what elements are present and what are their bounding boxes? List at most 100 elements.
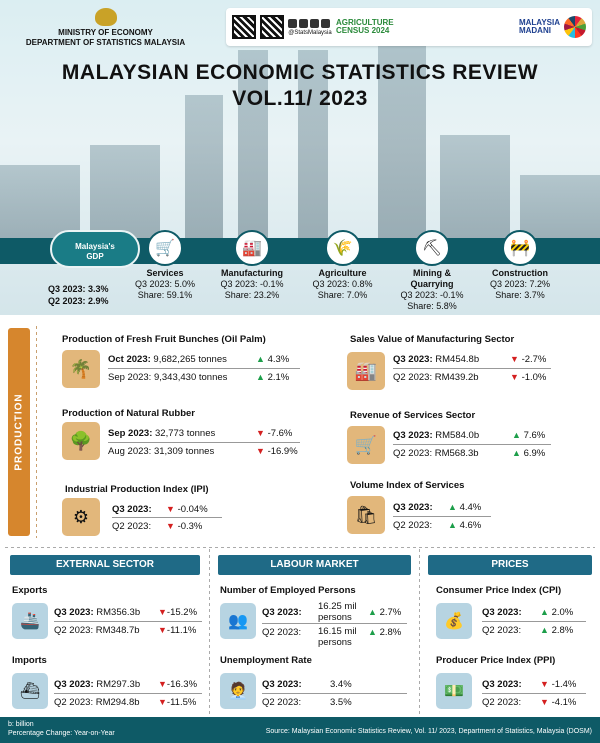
qr-code-icon[interactable] <box>260 15 284 39</box>
export-ship-icon: 🚢 <box>12 603 48 639</box>
services-row-1: Q3 2023: RM584.0b <box>393 430 480 441</box>
trolley-icon: 🛍 <box>347 496 385 534</box>
employed-row-2-label: Q2 2023: <box>262 627 302 638</box>
cpi-change-2: ▲ 2.8% <box>540 625 574 636</box>
services-row-2: Q2 2023: RM568.3b <box>393 448 479 459</box>
rubber-change-2: ▼ -16.9% <box>256 446 298 457</box>
ipi-row-1: Q3 2023: <box>112 504 152 515</box>
imports-title: Imports <box>12 655 47 666</box>
row-divider <box>262 623 407 624</box>
malaysia-madani-logo: MALAYSIA MADANI <box>518 18 560 35</box>
volume-row-2: Q2 2023: <box>393 520 433 531</box>
import-ship-icon: ⛴ <box>12 673 48 709</box>
exports-change-1: ▼-15.2% <box>158 607 198 618</box>
cpi-row-2: Q2 2023: <box>482 625 522 636</box>
logo-bar: @StatsMalaysia AGRICULTURE CENSUS 2024 M… <box>226 8 592 46</box>
employed-change-1: ▲ 2.7% <box>368 607 402 618</box>
x-icon[interactable] <box>310 18 319 28</box>
row-divider <box>108 368 300 369</box>
row-divider <box>482 693 586 694</box>
palm-tree-icon: 🌴 <box>62 350 100 388</box>
imports-row-2: Q2 2023: RM294.8b <box>54 697 140 708</box>
rubber-row-1: Sep 2023: 32,773 tonnes <box>108 428 216 439</box>
exports-title: Exports <box>12 585 48 596</box>
indicator-columns: EXTERNAL SECTOR Exports 🚢 Q3 2023: RM356… <box>0 545 600 717</box>
youtube-icon[interactable] <box>321 18 330 28</box>
ipi-title: Industrial Production Index (IPI) <box>65 484 209 495</box>
manuf-row-1: Q3 2023: RM454.8b <box>393 354 480 365</box>
volume-row-1: Q3 2023: <box>393 502 433 513</box>
footer-source: Source: Malaysian Economic Statistics Re… <box>265 728 592 735</box>
sdg-wheel-icon <box>564 16 586 38</box>
manuf-change-1: ▼ -2.7% <box>510 354 547 365</box>
cpi-title: Consumer Price Index (CPI) <box>436 585 562 596</box>
skyline-building <box>185 95 223 255</box>
unemployment-row-2: Q2 2023: <box>262 697 302 708</box>
volume-title: Volume Index of Services <box>350 480 465 491</box>
sector-agriculture: 🌾 Agriculture Q3 2023: 0.8% Share: 7.0% <box>305 230 380 301</box>
rubber-change-1: ▼ -7.6% <box>256 428 293 439</box>
ppi-change-1: ▼ -1.4% <box>540 679 577 690</box>
coat-of-arms-icon <box>94 8 117 26</box>
job-seeker-icon: 🧑‍💼 <box>220 673 256 709</box>
ffb-title: Production of Fresh Fruit Bunches (Oil P… <box>62 334 266 345</box>
rubber-tapping-icon: 🌳 <box>62 422 100 460</box>
row-divider <box>54 621 202 622</box>
ipi-change-1: ▼ -0.04% <box>166 504 208 515</box>
production-section: PRODUCTION Production of Fresh Fruit Bun… <box>0 322 600 540</box>
divider <box>36 326 37 538</box>
unemployment-value-1: 3.4% <box>330 679 352 690</box>
production-tab: PRODUCTION <box>8 328 30 536</box>
imports-change-2: ▼-11.5% <box>158 697 197 708</box>
exports-row-2: Q2 2023: RM348.7b <box>54 625 140 636</box>
unemployment-row-1: Q3 2023: <box>262 679 302 690</box>
row-divider <box>482 621 586 622</box>
people-group-icon: 👥 <box>220 603 256 639</box>
skyline-tower <box>238 50 268 255</box>
unemployment-value-2: 3.5% <box>330 697 352 708</box>
ppi-title: Producer Price Index (PPI) <box>436 655 556 666</box>
instagram-icon[interactable] <box>288 18 297 28</box>
agriculture-census-logo: AGRICULTURE CENSUS 2024 <box>336 18 394 35</box>
employed-title: Number of Employed Persons <box>220 585 356 596</box>
money-gear-icon: 💵 <box>436 673 472 709</box>
sector-services: 🛒 Services Q3 2023: 5.0% Share: 59.1% <box>130 230 200 301</box>
oil-rig-icon: ⛏ <box>414 230 450 266</box>
gdp-label: Malaysia's GDP <box>50 230 140 268</box>
skyline-building <box>440 135 510 255</box>
footer-notes: b: billion Percentage Change: Year-on-Ye… <box>8 721 115 737</box>
volume-change-1: ▲ 4.4% <box>448 502 482 513</box>
footer: b: billion Percentage Change: Year-on-Ye… <box>0 717 600 743</box>
ipi-row-2: Q2 2023: <box>112 521 152 532</box>
row-divider <box>108 442 300 443</box>
services-change-2: ▲ 6.9% <box>512 448 546 459</box>
unemployment-title: Unemployment Rate <box>220 655 312 666</box>
ffb-row-2: Sep 2023: 9,343,430 tonnes <box>108 372 228 383</box>
ppi-row-1: Q3 2023: <box>482 679 522 690</box>
prices-header: PRICES <box>428 555 592 575</box>
rubber-title: Production of Natural Rubber <box>62 408 195 419</box>
imports-change-1: ▼-16.3% <box>158 679 198 690</box>
employed-row-1-label: Q3 2023: <box>262 607 302 618</box>
factory-icon: 🏭 <box>234 230 270 266</box>
ffb-change-2: ▲ 2.1% <box>256 372 290 383</box>
manuf-row-2: Q2 2023: RM439.2b <box>393 372 479 383</box>
ministry-block: MINISTRY OF ECONOMY DEPARTMENT OF STATIS… <box>18 8 193 48</box>
row-divider <box>262 693 407 694</box>
ffb-change-1: ▲ 4.3% <box>256 354 290 365</box>
ipi-change-2: ▼ -0.3% <box>166 521 203 532</box>
factory-icon: 🏭 <box>347 352 385 390</box>
skyline-building <box>378 25 426 255</box>
external-sector-header: EXTERNAL SECTOR <box>10 555 200 575</box>
facebook-icon[interactable] <box>299 18 308 28</box>
department-name: DEPARTMENT OF STATISTICS MALAYSIA <box>25 38 186 47</box>
ppi-change-2: ▼ -4.1% <box>540 697 577 708</box>
divider <box>419 549 420 714</box>
exports-change-2: ▼-11.1% <box>158 625 197 636</box>
qr-code-icon[interactable] <box>232 15 256 39</box>
exports-row-1: Q3 2023: RM356.3b <box>54 607 141 618</box>
ffb-row-1: Oct 2023: 9,682,265 tonnes <box>108 354 227 365</box>
employed-row-2-value: 16.15 mil persons <box>318 626 357 648</box>
shopping-cart-icon: 🛒 <box>147 230 183 266</box>
sector-manufacturing: 🏭 Manufacturing Q3 2023: -0.1% Share: 23… <box>212 230 292 301</box>
